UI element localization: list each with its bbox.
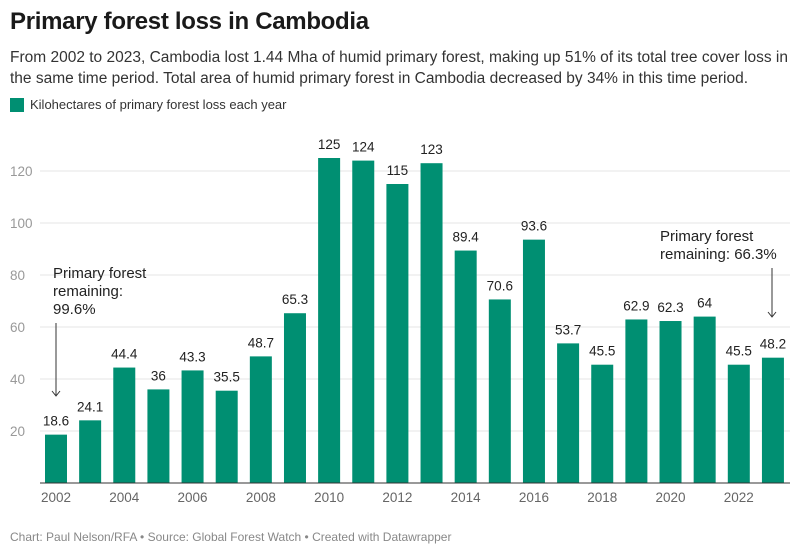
y-tick-label: 120 xyxy=(10,164,33,179)
bar-2010 xyxy=(318,158,341,483)
bar-2009 xyxy=(283,313,306,483)
data-label: 64 xyxy=(697,296,713,311)
x-tick-label: 2014 xyxy=(451,490,482,505)
arrow-down-icon xyxy=(767,268,777,318)
bar-2014 xyxy=(454,250,477,483)
data-label: 48.7 xyxy=(248,335,274,350)
data-label: 124 xyxy=(352,140,375,155)
bar-2018 xyxy=(591,364,614,483)
data-label: 48.2 xyxy=(760,337,786,352)
data-label: 125 xyxy=(318,137,341,152)
data-label: 18.6 xyxy=(43,414,69,429)
data-label: 35.5 xyxy=(214,370,240,385)
data-label: 115 xyxy=(387,163,409,178)
y-tick-label: 40 xyxy=(10,372,25,387)
data-label: 24.1 xyxy=(77,399,103,414)
bar-2008 xyxy=(249,356,272,483)
x-tick-label: 2010 xyxy=(314,490,344,505)
legend: Kilohectares of primary forest loss each… xyxy=(10,97,287,112)
annotation-2002: remaining: xyxy=(53,283,123,300)
bar-2012 xyxy=(386,184,409,483)
chart-footer: Chart: Paul Nelson/RFA • Source: Global … xyxy=(10,530,452,544)
annotation-2002: 99.6% xyxy=(53,301,96,318)
data-label: 65.3 xyxy=(282,292,308,307)
data-label: 53.7 xyxy=(555,322,581,337)
data-label: 43.3 xyxy=(179,349,205,364)
annotation-2023: remaining: 66.3% xyxy=(660,246,777,263)
bar-2004 xyxy=(113,367,136,483)
bar-2007 xyxy=(215,390,238,483)
bar-2016 xyxy=(522,239,545,483)
data-label: 123 xyxy=(420,142,443,157)
bar-2011 xyxy=(352,160,375,483)
x-tick-label: 2012 xyxy=(382,490,412,505)
annotation-2002: Primary forest xyxy=(53,265,147,282)
data-label: 44.4 xyxy=(111,347,138,362)
x-tick-label: 2020 xyxy=(655,490,685,505)
bar-2002 xyxy=(45,434,67,483)
x-tick-label: 2006 xyxy=(178,490,208,505)
chart-title: Primary forest loss in Cambodia xyxy=(10,8,369,35)
x-tick-label: 2016 xyxy=(519,490,549,505)
data-label: 36 xyxy=(151,368,166,383)
y-tick-label: 20 xyxy=(10,424,25,439)
bar-2023 xyxy=(761,357,784,483)
arrow-down-icon xyxy=(51,323,61,397)
data-label: 62.9 xyxy=(623,298,649,313)
x-tick-label: 2008 xyxy=(246,490,276,505)
data-label: 93.6 xyxy=(521,219,547,234)
bar-2003 xyxy=(79,420,102,483)
x-tick-label: 2004 xyxy=(109,490,140,505)
data-label: 62.3 xyxy=(657,300,683,315)
bar-2022 xyxy=(727,364,750,483)
annotation-2023: Primary forest xyxy=(660,228,754,245)
data-label: 70.6 xyxy=(487,278,513,293)
legend-label: Kilohectares of primary forest loss each… xyxy=(30,97,287,112)
bar-2020 xyxy=(659,321,682,483)
bar-2021 xyxy=(693,316,716,483)
x-tick-label: 2022 xyxy=(724,490,754,505)
y-tick-label: 100 xyxy=(10,216,33,231)
bar-2015 xyxy=(488,299,511,483)
data-label: 45.5 xyxy=(589,344,615,359)
y-tick-label: 60 xyxy=(10,320,25,335)
bar-2006 xyxy=(181,370,204,483)
x-tick-label: 2018 xyxy=(587,490,617,505)
bar-2013 xyxy=(420,163,443,483)
legend-swatch xyxy=(10,97,24,112)
bar-2005 xyxy=(147,389,170,483)
bar-2017 xyxy=(557,343,580,483)
y-tick-label: 80 xyxy=(10,268,25,283)
chart-subtitle: From 2002 to 2023, Cambodia lost 1.44 Mh… xyxy=(10,49,788,87)
x-tick-label: 2002 xyxy=(41,490,71,505)
bar-2019 xyxy=(625,319,648,483)
data-label: 89.4 xyxy=(453,230,480,245)
data-label: 45.5 xyxy=(726,344,752,359)
